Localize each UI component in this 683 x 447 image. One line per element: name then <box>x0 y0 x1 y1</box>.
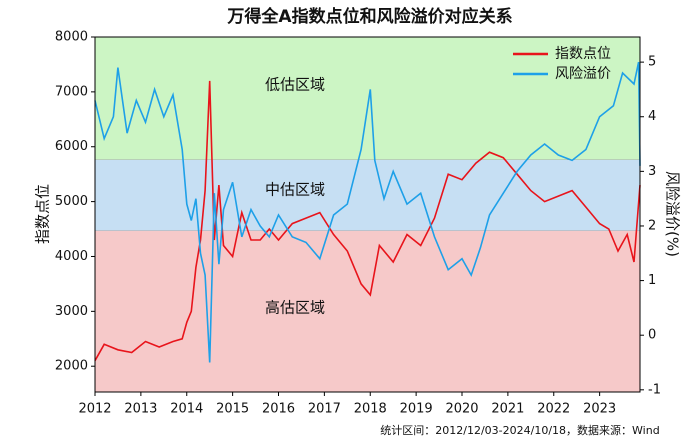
x-tick-label: 2021 <box>491 402 524 417</box>
y-tick-label: 6000 <box>55 139 88 154</box>
legend-label: 风险溢价 <box>555 66 611 82</box>
x-tick-label: 2017 <box>308 402 341 417</box>
y2-tick-label: 3 <box>648 164 656 179</box>
x-tick-label: 2023 <box>583 402 616 417</box>
y2-tick-label: 2 <box>648 218 656 233</box>
x-tick-label: 2015 <box>216 402 249 417</box>
y2-tick-label: 4 <box>648 109 656 124</box>
y2-tick-label: 0 <box>648 328 656 343</box>
zone <box>95 37 640 160</box>
x-tick-label: 2014 <box>170 402 203 417</box>
y2-tick-label: 1 <box>648 273 656 288</box>
y-tick-label: 7000 <box>55 84 88 99</box>
y-axis-label: 指数点位 <box>34 184 52 244</box>
x-tick-label: 2018 <box>354 402 387 417</box>
y-tick-label: 8000 <box>55 30 88 45</box>
y2-tick-label: -1 <box>648 382 661 397</box>
x-tick-label: 2019 <box>400 402 433 417</box>
line <box>94 80 641 362</box>
y2-tick-label: 5 <box>648 55 656 70</box>
x-tick-label: 2020 <box>445 402 478 417</box>
x-tick-label: 2022 <box>537 402 570 417</box>
y-tick-label: 3000 <box>55 304 88 319</box>
x-tick-label: 2013 <box>124 402 157 417</box>
x-tick-label: 2012 <box>78 402 111 417</box>
zone-label: 高估区域 <box>265 299 325 317</box>
y-tick-label: 2000 <box>55 359 88 374</box>
y-tick-label: 5000 <box>55 194 88 209</box>
footer: 统计区间：2012/12/03-2024/10/18，数据来源：Wind <box>380 423 659 437</box>
zone-label: 低估区域 <box>265 76 325 94</box>
y-tick-label: 4000 <box>55 249 88 264</box>
legend-label: 指数点位 <box>555 46 611 62</box>
zone <box>95 230 640 392</box>
chart-title: 万得全A指数点位和风险溢价对应关系 <box>226 6 512 27</box>
x-tick-label: 2016 <box>262 402 295 417</box>
line <box>94 61 641 363</box>
y2-axis-label: 风险溢价(%) <box>664 171 682 257</box>
zone-label: 中估区域 <box>265 181 325 199</box>
plot-frame <box>94 36 641 393</box>
